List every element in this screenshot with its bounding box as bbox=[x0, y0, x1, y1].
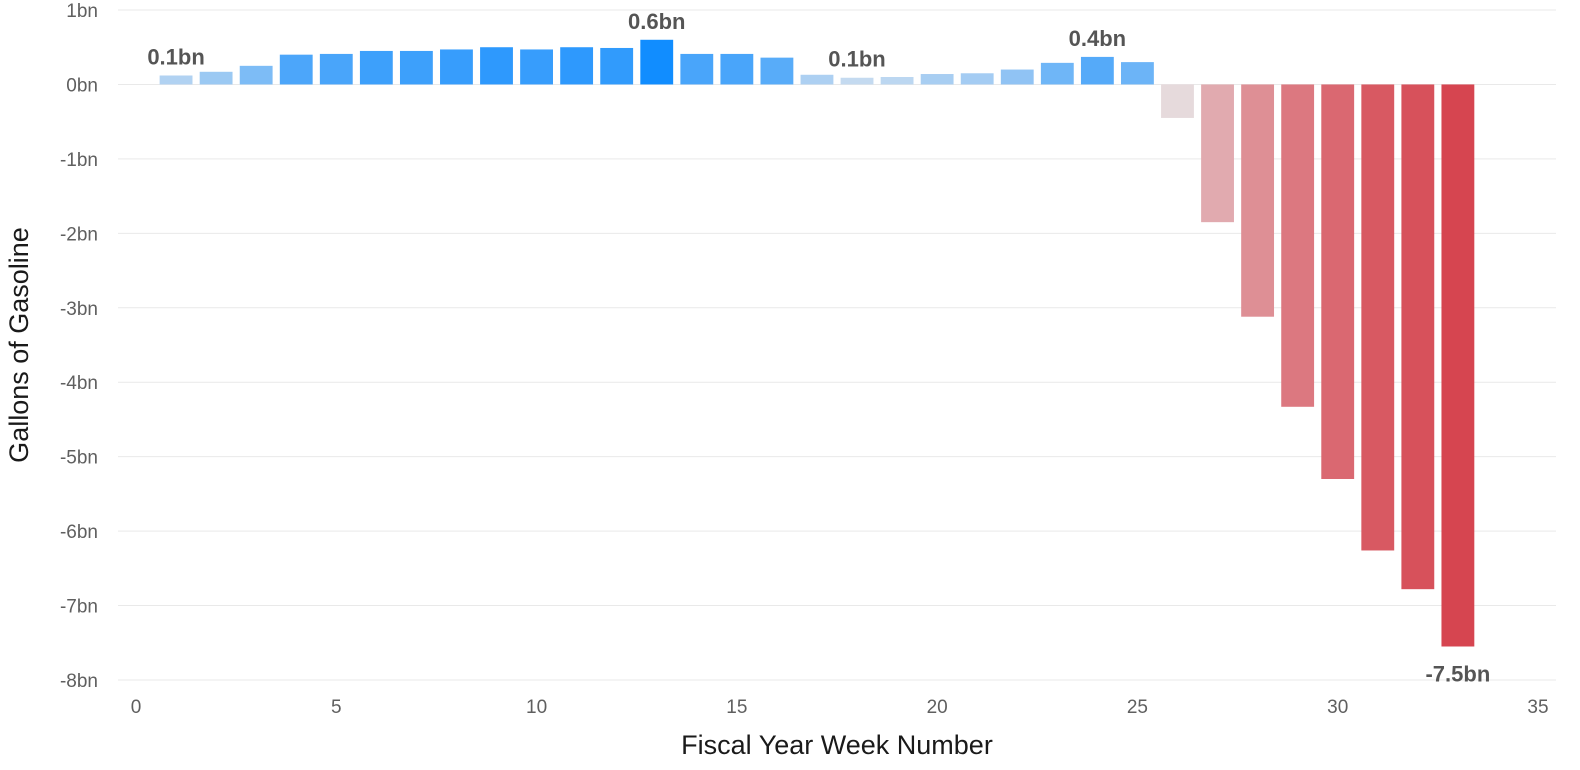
x-tick-label: 10 bbox=[526, 697, 547, 718]
x-tick-label: 35 bbox=[1527, 697, 1548, 718]
y-tick-label: -4bn bbox=[60, 373, 98, 394]
bar-week-22 bbox=[1000, 69, 1034, 85]
y-tick-label: -2bn bbox=[60, 224, 98, 245]
bar-week-18 bbox=[840, 77, 874, 85]
bar-week-3 bbox=[239, 65, 273, 85]
y-tick-label: 1bn bbox=[66, 1, 98, 22]
bar-week-28 bbox=[1241, 84, 1275, 317]
bar-week-27 bbox=[1201, 84, 1234, 223]
bar-week-4 bbox=[279, 54, 313, 85]
x-tick-label: 30 bbox=[1327, 697, 1348, 718]
y-axis-label: Gallons of Gasoline bbox=[4, 227, 34, 463]
bar-week-31 bbox=[1361, 84, 1395, 551]
x-tick-label: 15 bbox=[726, 697, 747, 718]
bar-week-10 bbox=[520, 49, 553, 85]
y-axis-ticks: 1bn 0bn -1bn -2bn -3bn -4bn -5bn -6bn -7bn -8bn bbox=[60, 1, 98, 692]
bar-week-19 bbox=[880, 77, 914, 85]
gridlines bbox=[118, 9, 1556, 681]
bar-week-26 bbox=[1161, 84, 1194, 118]
y-tick-label: -6bn bbox=[60, 522, 98, 543]
data-label-week-18: 0.1bn bbox=[828, 47, 885, 72]
bar-week-24 bbox=[1080, 56, 1114, 85]
bar-week-9 bbox=[480, 47, 513, 85]
x-axis-label: Fiscal Year Week Number bbox=[681, 730, 993, 760]
bars bbox=[159, 39, 1475, 647]
bar-week-13 bbox=[640, 39, 674, 85]
bar-week-7 bbox=[399, 50, 433, 85]
bar-week-1 bbox=[159, 75, 193, 85]
bar-week-11 bbox=[560, 47, 594, 85]
data-label-week-1: 0.1bn bbox=[147, 45, 204, 70]
bar-week-21 bbox=[960, 73, 994, 85]
bar-week-32 bbox=[1401, 84, 1435, 590]
data-label-week-24: 0.4bn bbox=[1069, 26, 1126, 51]
x-tick-label: 5 bbox=[331, 697, 342, 718]
bar-week-5 bbox=[319, 53, 353, 85]
data-label-week-33: -7.5bn bbox=[1425, 662, 1490, 687]
y-tick-label: -5bn bbox=[60, 448, 98, 469]
y-tick-label: -1bn bbox=[60, 150, 98, 171]
bar-week-23 bbox=[1040, 62, 1074, 85]
bar-week-15 bbox=[720, 53, 754, 85]
bar-week-2 bbox=[199, 71, 233, 85]
data-label-week-13: 0.6bn bbox=[628, 9, 685, 34]
x-tick-label: 20 bbox=[927, 697, 948, 718]
y-tick-label: -8bn bbox=[60, 671, 98, 692]
bar-week-17 bbox=[800, 74, 834, 85]
bar-week-33 bbox=[1441, 84, 1475, 647]
data-labels: 0.1bn 0.6bn 0.1bn 0.4bn -7.5bn bbox=[147, 9, 1490, 687]
bar-week-29 bbox=[1281, 84, 1315, 407]
bar-week-12 bbox=[600, 47, 634, 85]
y-tick-label: -7bn bbox=[60, 597, 98, 618]
bar-week-16 bbox=[760, 57, 794, 85]
x-axis-ticks: 0 5 10 15 20 25 30 35 bbox=[131, 697, 1549, 718]
x-tick-label: 25 bbox=[1127, 697, 1148, 718]
bar-week-20 bbox=[920, 74, 954, 85]
y-tick-label: 0bn bbox=[66, 75, 98, 96]
bar-week-6 bbox=[359, 50, 393, 85]
bar-week-8 bbox=[440, 49, 473, 85]
x-tick-label: 0 bbox=[131, 697, 142, 718]
bar-week-25 bbox=[1121, 62, 1154, 85]
bar-week-14 bbox=[680, 53, 714, 85]
bar-week-30 bbox=[1321, 84, 1355, 479]
y-tick-label: -3bn bbox=[60, 299, 98, 320]
